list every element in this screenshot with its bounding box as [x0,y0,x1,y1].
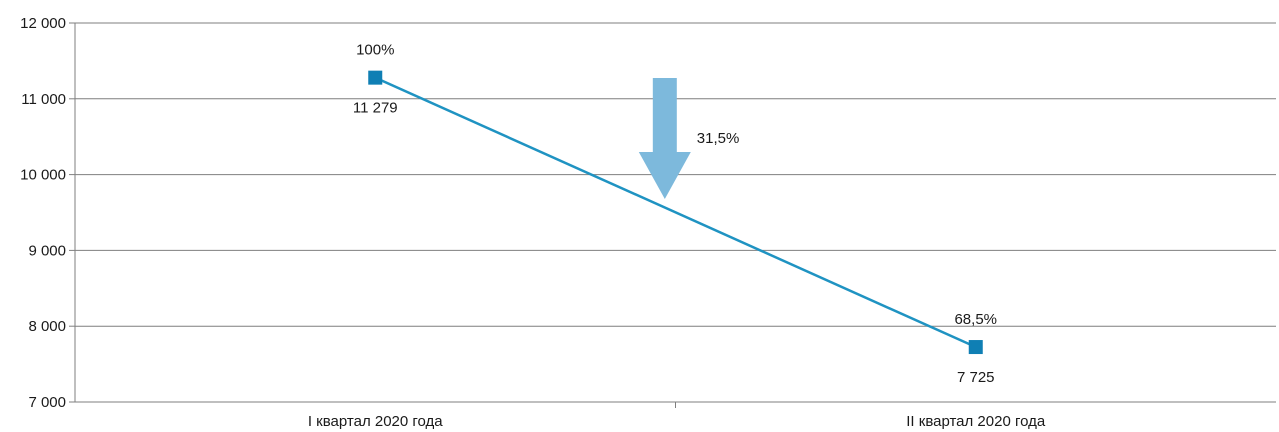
y-tick-label: 8 000 [28,318,66,335]
annotation: 31,5% [638,78,740,199]
value-label: 7 725 [957,369,995,386]
y-tick-label: 12 000 [20,15,66,32]
x-category-label: II квартал 2020 года [906,413,1046,430]
series-line-path [374,76,977,349]
share-label: 100% [356,42,394,59]
share-label: 68,5% [954,311,997,328]
down-arrow-icon [638,78,691,199]
y-tick-label: 9 000 [28,242,66,259]
decline-percent-label: 31,5% [697,130,740,147]
y-tick-label: 11 000 [21,91,66,108]
y-tick-label: 10 000 [20,167,66,184]
x-category-label: I квартал 2020 года [308,413,443,430]
y-tick-label: 7 000 [28,394,66,411]
axes: 7 000 8 000 9 000 10 000 11 000 12 000 I кварт… [20,15,1046,430]
value-label: 11 279 [353,100,398,117]
data-point-marker [368,70,383,85]
data-point-marker [968,340,983,355]
series-line: 100% 11 279 68,5% 7 725 [353,42,997,386]
